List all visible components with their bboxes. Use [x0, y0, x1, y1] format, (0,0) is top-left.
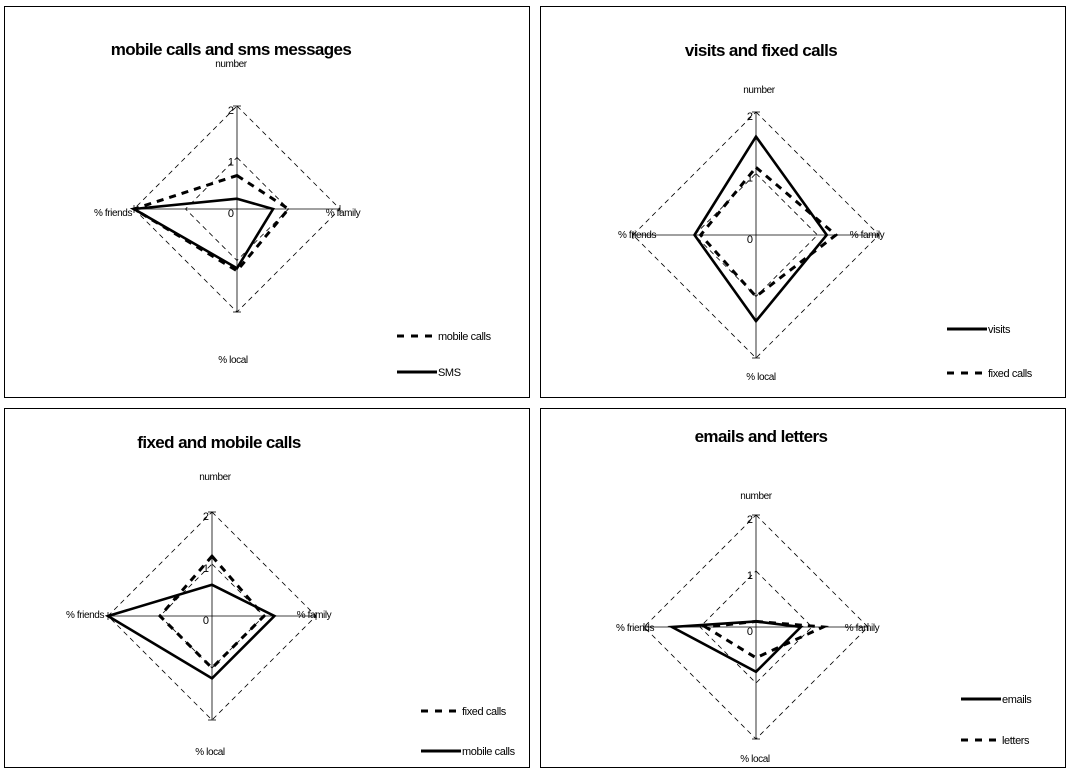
chart-panel: emails and letters 0 1 2 number % family % loc…: [540, 408, 1066, 768]
axis-label-number: number: [215, 59, 248, 70]
chart-title: visits and fixed calls: [685, 41, 837, 60]
legend-label: visits: [988, 324, 1011, 336]
tick-label: 1: [228, 157, 234, 169]
axis-label-friends: % friends: [94, 208, 132, 219]
legend-label: SMS: [438, 367, 461, 379]
legend-label: mobile calls: [438, 331, 492, 343]
axis-label-local: % local: [218, 355, 248, 366]
legend-label: letters: [1002, 735, 1030, 747]
chart-panel: mobile calls and sms messages 0 1 2 number % …: [4, 6, 530, 398]
tick-label: 0: [203, 615, 209, 627]
legend-label: fixed calls: [462, 706, 507, 718]
series-emails: [667, 620, 804, 674]
tick-label: 1: [747, 570, 753, 582]
radar-chart: fixed and mobile calls 0 1 2 number % family%…: [66, 433, 516, 758]
tick-label: 0: [228, 208, 234, 220]
axis-label-local: % local: [195, 747, 225, 758]
chart-panel: visits and fixed calls 0 1 2 number % family%…: [540, 6, 1066, 398]
tick-label: 2: [747, 514, 753, 526]
axis-label-friends: % friends: [66, 610, 104, 621]
grid-ring: [107, 511, 317, 721]
axis-label-family: % family: [845, 623, 880, 634]
series-mobile-calls: [130, 173, 291, 273]
grid-ring: [632, 111, 880, 359]
tick-label: 2: [203, 511, 209, 523]
axis-label-local: % local: [746, 372, 776, 383]
tick-label: 2: [747, 111, 753, 123]
axis-label-family: % family: [297, 610, 332, 621]
series-visits: [692, 134, 829, 324]
axis-label-number: number: [740, 491, 773, 502]
legend-label: fixed calls: [988, 368, 1033, 380]
axis-label-friends: % friends: [618, 230, 656, 241]
axis-label-number: number: [743, 85, 776, 96]
series-mobile-calls: [104, 583, 277, 681]
axis-label-family: % family: [326, 208, 361, 219]
tick-label: 0: [747, 234, 753, 246]
chart-title: emails and letters: [695, 427, 828, 446]
axis-label-number: number: [199, 472, 232, 483]
tick-label: 0: [747, 626, 753, 638]
axis-label-friends: % friends: [616, 623, 654, 634]
series-fixed-calls: [698, 165, 839, 299]
tick-label: 2: [228, 105, 234, 117]
axis-label-family: % family: [850, 230, 885, 241]
legend-label: mobile calls: [462, 746, 516, 758]
grid-ring: [699, 570, 813, 684]
axis-label-local: % local: [740, 754, 770, 765]
chart-panel: fixed and mobile calls 0 1 2 number % family%…: [4, 408, 530, 768]
tick-label: 1: [203, 563, 209, 575]
chart-title: fixed and mobile calls: [137, 433, 301, 452]
series-sms: [129, 197, 276, 270]
chart-title: mobile calls and sms messages: [111, 40, 352, 59]
legend-label: emails: [1002, 694, 1032, 706]
radar-chart: emails and letters 0 1 2 number % family % loc…: [616, 427, 1033, 765]
radar-chart: visits and fixed calls 0 1 2 number % family%…: [618, 41, 1033, 383]
tick-label: 1: [747, 173, 753, 185]
radar-chart: mobile calls and sms messages 0 1 2 number % …: [94, 40, 492, 379]
series-letters: [701, 619, 830, 660]
